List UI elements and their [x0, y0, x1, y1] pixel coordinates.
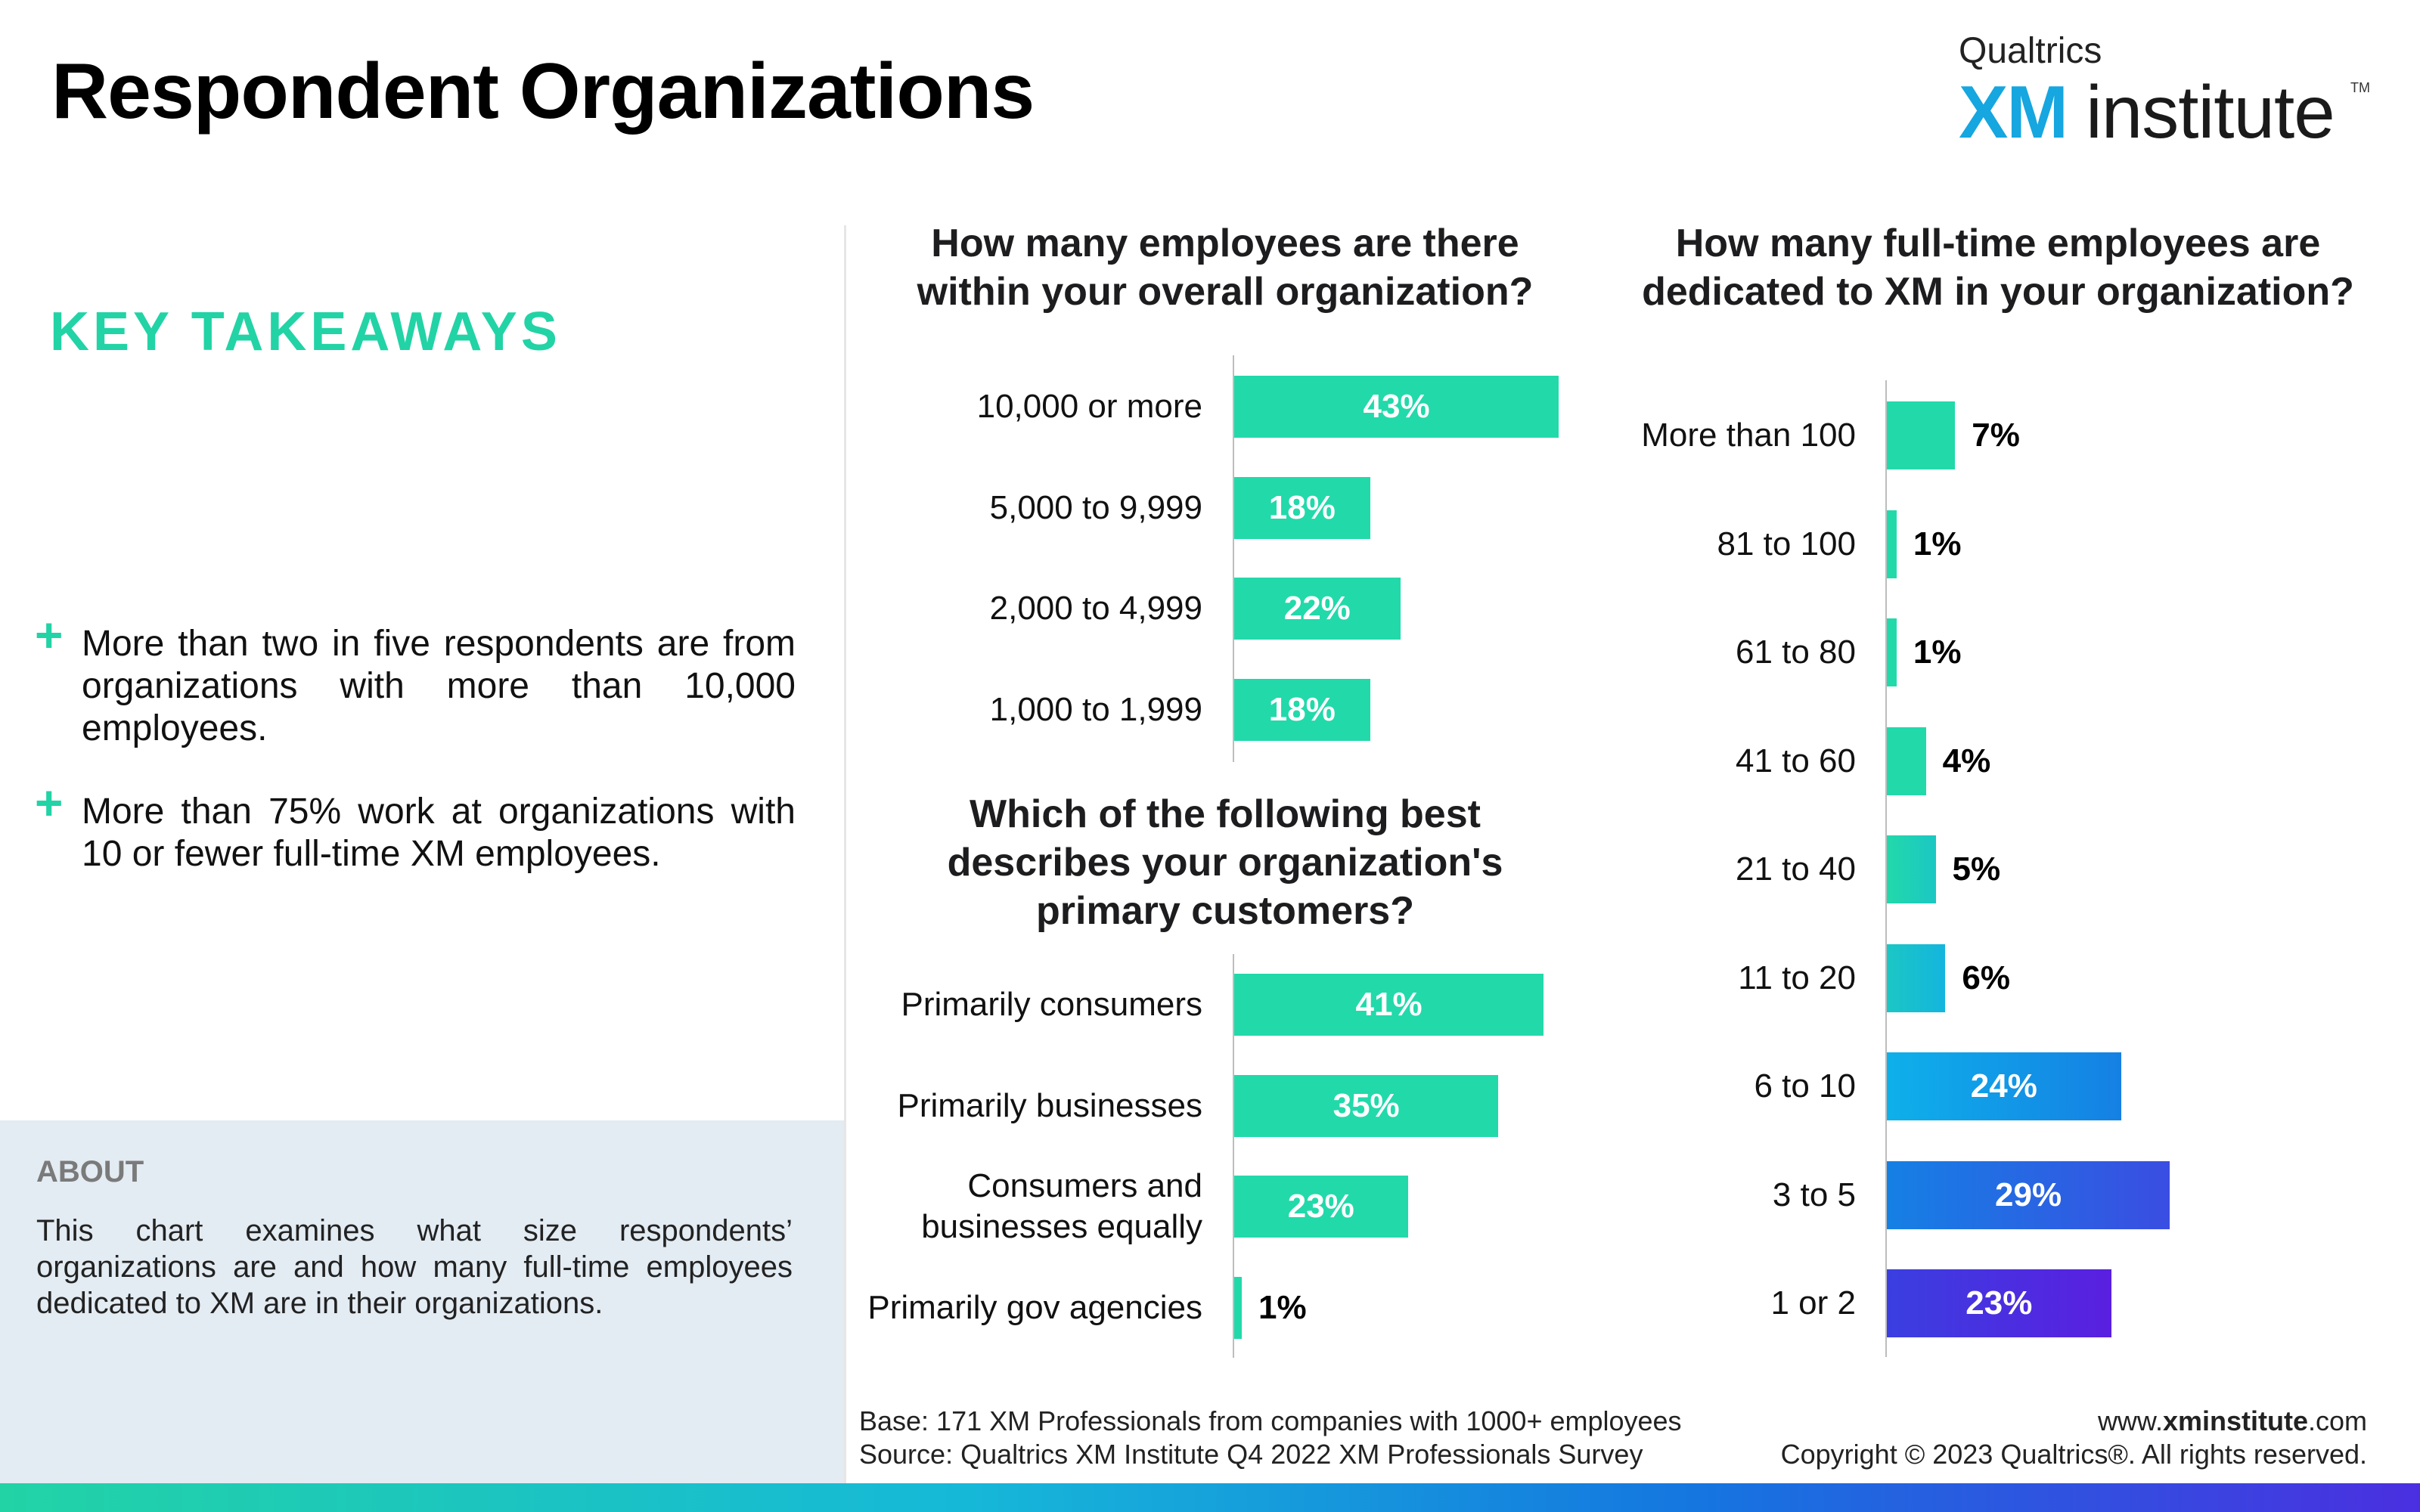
data-label: 22%	[1283, 590, 1351, 627]
category-label: 1,000 to 1,999	[989, 690, 1202, 728]
about-heading: ABOUT	[36, 1155, 144, 1188]
data-label: 1%	[1913, 525, 1962, 562]
chart-axis	[1233, 355, 1234, 762]
data-label: 23%	[1965, 1284, 2033, 1321]
chart-bar	[1887, 510, 1897, 578]
logo-institute: institute	[2086, 70, 2335, 153]
category-label: 5,000 to 9,999	[989, 488, 1202, 526]
chart-bar	[1234, 476, 1370, 539]
chart-axis	[1885, 380, 1887, 1357]
footer-base: Base: 171 XM Professionals from companie…	[859, 1405, 1682, 1436]
category-label: Primarily consumers	[901, 986, 1202, 1023]
chart-bar	[1887, 727, 1926, 795]
data-label: 29%	[1995, 1176, 2062, 1213]
chart-bar	[1887, 1160, 2170, 1229]
data-label: 41%	[1355, 986, 1423, 1023]
category-label: Consumers and businesses equally	[921, 1167, 1202, 1245]
takeaway-item: More than 75% work at organizations with…	[82, 792, 796, 874]
logo-trademark: TM	[2350, 80, 2370, 95]
category-label: 11 to 20	[1738, 959, 1856, 996]
about-panel	[0, 1120, 845, 1485]
category-label: 10,000 or more	[976, 388, 1202, 425]
category-label: 41 to 60	[1735, 742, 1856, 779]
panel-divider	[844, 225, 846, 1483]
category-label: 21 to 40	[1735, 850, 1856, 888]
data-label: 24%	[1970, 1067, 2037, 1105]
logo-brand: Qualtrics	[1959, 31, 2102, 71]
category-label: 2,000 to 4,999	[989, 590, 1202, 627]
about-text: This chart examines what size respondent…	[36, 1214, 793, 1320]
data-label: 35%	[1333, 1086, 1400, 1124]
chart-bar	[1887, 618, 1897, 686]
footer-source: Source: Qualtrics XM Institute Q4 2022 X…	[859, 1439, 1643, 1470]
chart-bar	[1887, 1052, 2121, 1120]
category-label: 6 to 10	[1754, 1067, 1856, 1105]
chart-bar	[1234, 1276, 1242, 1339]
chart-axis	[1233, 954, 1234, 1358]
category-label: 81 to 100	[1717, 525, 1857, 562]
category-label: 61 to 80	[1735, 634, 1856, 671]
category-label: Primarily businesses	[897, 1086, 1202, 1124]
chart-bar	[1887, 1269, 2111, 1337]
category-label: More than 100	[1641, 417, 1856, 454]
chart-bar	[1234, 678, 1370, 741]
data-label: 43%	[1363, 388, 1430, 425]
chart-title: How many employees are there within your…	[917, 222, 1534, 314]
footer-source-notes: Base: 171 XM Professionals from companie…	[859, 1405, 1682, 1471]
footer-copyright-block: www.xminstitute.com Copyright © 2023 Qua…	[1781, 1405, 2367, 1471]
plus-icon: +	[35, 608, 64, 662]
data-label: 5%	[1952, 850, 2001, 888]
data-label: 1%	[1913, 634, 1962, 671]
chart-title: How many full-time employees are dedicat…	[1642, 222, 2354, 314]
chart-bar	[1234, 974, 1544, 1036]
chart-bar	[1887, 835, 1936, 903]
logo-xm: XM	[1959, 70, 2068, 153]
plus-icon: +	[35, 776, 64, 830]
takeaway-item: More than two in five respondents are fr…	[82, 624, 796, 748]
chart-bar	[1234, 1074, 1499, 1137]
chart-bar	[1887, 943, 1946, 1012]
category-label: 1 or 2	[1770, 1284, 1856, 1321]
data-label: 4%	[1942, 742, 1991, 779]
data-label: 18%	[1268, 488, 1336, 526]
category-label: 3 to 5	[1772, 1176, 1856, 1213]
qualtrics-xm-institute-logo: Qualtrics XM institute TM	[1959, 30, 2370, 153]
bottom-gradient-band	[0, 1483, 2420, 1512]
footer-copyright: Copyright © 2023 Qualtrics®. All rights …	[1780, 1439, 2367, 1470]
data-label: 6%	[1962, 959, 2010, 996]
chart-bar	[1234, 1176, 1408, 1238]
page-title: Respondent Organizations	[51, 48, 1035, 135]
chart-bar	[1234, 376, 1559, 438]
chart-bar	[1234, 578, 1401, 640]
data-label: 18%	[1268, 690, 1336, 728]
key-takeaways-heading: KEY TAKEAWAYS	[50, 302, 561, 362]
chart-title: Which of the following best describes yo…	[947, 792, 1503, 933]
data-label: 7%	[1972, 417, 2020, 454]
footer-url[interactable]: www.xminstitute.com	[2097, 1405, 2367, 1436]
data-label: 23%	[1287, 1188, 1354, 1225]
data-label: 1%	[1258, 1288, 1307, 1326]
chart-bar	[1887, 401, 1956, 469]
category-label: Primarily gov agencies	[867, 1288, 1202, 1326]
